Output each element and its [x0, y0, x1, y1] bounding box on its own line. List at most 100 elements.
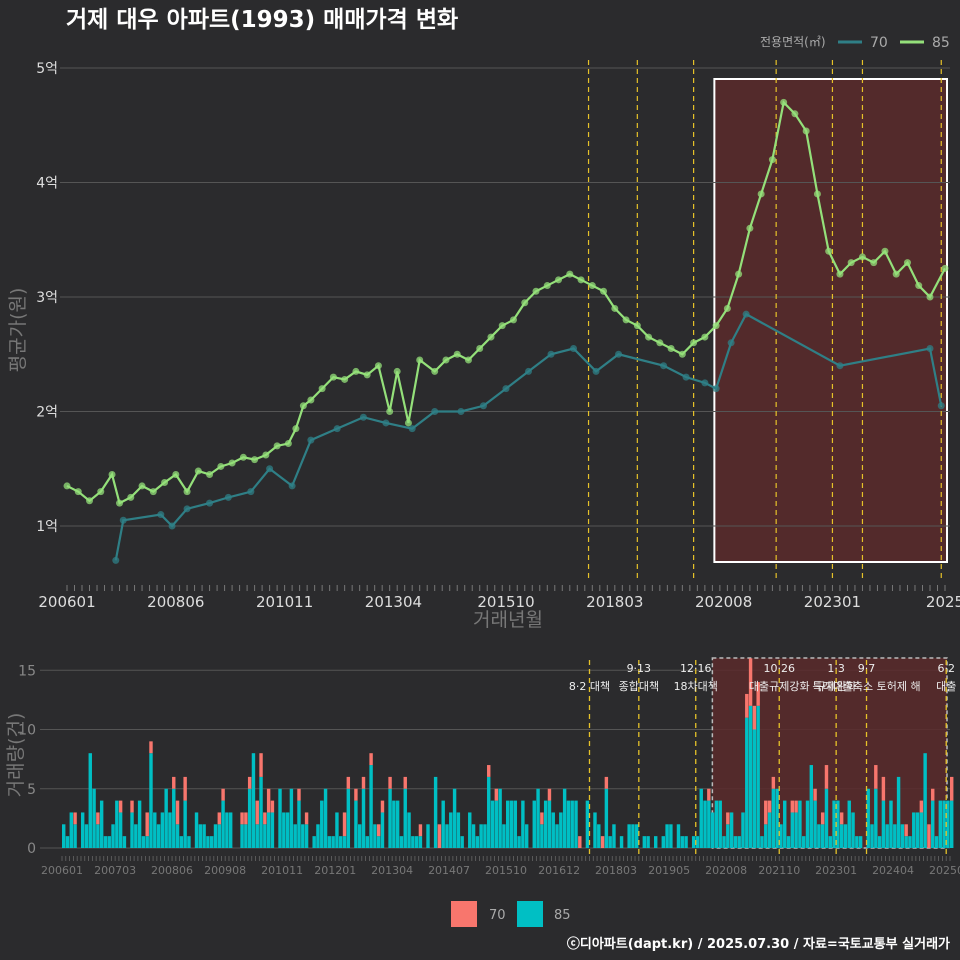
volume-bar-70: [96, 812, 100, 825]
volume-bar-85: [323, 788, 328, 848]
volume-bar-85: [756, 705, 760, 848]
data-point-70: [660, 362, 668, 370]
volume-bar-85: [498, 788, 502, 848]
data-point-85: [645, 333, 653, 341]
data-point-70: [206, 499, 214, 507]
data-point-85: [386, 408, 394, 415]
volume-bar-85: [893, 824, 897, 848]
policy-annotation-date: 9·7: [858, 662, 876, 675]
volume-bar-70: [130, 800, 134, 813]
volume-bar-70: [266, 788, 271, 813]
volume-bar-70: [342, 812, 347, 837]
volume-bar-85: [733, 836, 738, 848]
data-point-85: [464, 356, 472, 364]
data-point-85: [284, 440, 292, 448]
volume-bar-85: [748, 705, 753, 848]
volume-bar-85: [889, 800, 893, 848]
volume-bar-85: [547, 800, 552, 848]
volume-x-tick-label: 201407: [428, 864, 470, 877]
volume-bar-85: [562, 788, 567, 848]
data-point-85: [416, 356, 424, 364]
volume-bar-85: [627, 824, 631, 848]
volume-bar-85: [221, 800, 225, 848]
volume-bar-85: [479, 824, 483, 848]
volume-bar-85: [107, 836, 111, 848]
volume-bar-70: [145, 812, 149, 837]
volume-bar-85: [149, 753, 153, 848]
data-point-85: [622, 316, 630, 324]
volume-bar-85: [426, 824, 430, 848]
volume-bar-85: [304, 824, 309, 848]
data-point-85: [656, 339, 664, 347]
volume-bar-85: [786, 836, 791, 848]
policy-annotation-label: 8·2 대책: [569, 680, 610, 693]
volume-bar-70: [361, 776, 366, 789]
volume-bar-85: [213, 824, 218, 848]
volume-x-tick-label: 200908: [204, 864, 246, 877]
volume-bar-85: [817, 824, 821, 848]
volume-bar-85: [251, 753, 256, 848]
volume-bar-85: [934, 836, 939, 848]
data-point-85: [735, 270, 743, 278]
volume-bar-85: [206, 836, 210, 848]
volume-bar-85: [187, 836, 191, 848]
volume-bar-85: [392, 800, 396, 848]
data-point-85: [453, 350, 461, 358]
volume-bar-85: [228, 812, 233, 848]
data-point-85: [127, 493, 135, 501]
volume-bar-85: [695, 836, 700, 848]
data-point-70: [359, 413, 367, 421]
y-tick-label: 5억: [36, 61, 58, 77]
policy-annotation-date: 10·26: [763, 662, 795, 675]
volume-bar-85: [468, 812, 472, 848]
data-point-70: [712, 385, 720, 393]
volume-bar-70: [540, 812, 544, 825]
volume-bar-85: [62, 824, 66, 848]
volume-bar-85: [414, 836, 419, 848]
volume-bar-85: [760, 836, 764, 848]
x-tick-label: 202008: [695, 593, 752, 611]
data-point-70: [168, 522, 176, 530]
volume-bar-85: [718, 800, 722, 848]
legend-title: 전용면적(㎡): [760, 35, 826, 49]
volume-bar-85: [225, 812, 229, 848]
volume-bar-85: [342, 836, 347, 848]
volume-bar-85: [524, 824, 529, 848]
volume-bar-70: [380, 800, 385, 813]
data-point-85: [941, 264, 949, 272]
volume-bar-85: [593, 812, 597, 848]
volume-bar-85: [839, 824, 844, 848]
volume-bar-85: [847, 800, 851, 848]
volume-bar-85: [282, 812, 286, 848]
data-point-85: [116, 499, 124, 507]
data-point-85: [903, 259, 911, 267]
volume-bar-70: [369, 753, 373, 766]
volume-bar-85: [502, 824, 506, 848]
volume-bar-85: [494, 800, 499, 848]
data-point-85: [802, 127, 810, 135]
data-point-85: [667, 345, 675, 353]
volume-bar-85: [327, 836, 332, 848]
volume-bar-85: [172, 788, 176, 848]
volume-bar-85: [669, 824, 673, 848]
data-point-85: [881, 247, 889, 255]
volume-bar-85: [566, 800, 571, 848]
x-tick-label: 201510: [477, 593, 534, 611]
volume-bar-85: [297, 800, 301, 848]
volume-bar-70: [418, 824, 423, 837]
legend-label-85: 85: [932, 35, 950, 51]
footer-credit: ⓒ디아파트(dapt.kr) / 2025.07.30 / 자료=국토교통부 실…: [567, 936, 950, 952]
volume-bar-70: [217, 812, 222, 825]
volume-bar-85: [73, 824, 77, 848]
volume-bar-85: [703, 800, 707, 848]
volume-bar-85: [153, 812, 157, 848]
data-point-85: [915, 282, 923, 290]
highlight-period-box: [713, 78, 948, 563]
volume-bar-85: [331, 836, 335, 848]
data-point-85: [892, 270, 900, 278]
data-point-85: [363, 371, 371, 379]
volume-bar-85: [858, 836, 863, 848]
volume-bar-85: [134, 824, 138, 848]
volume-bar-85: [460, 836, 464, 848]
volume-bar-85: [874, 788, 878, 848]
